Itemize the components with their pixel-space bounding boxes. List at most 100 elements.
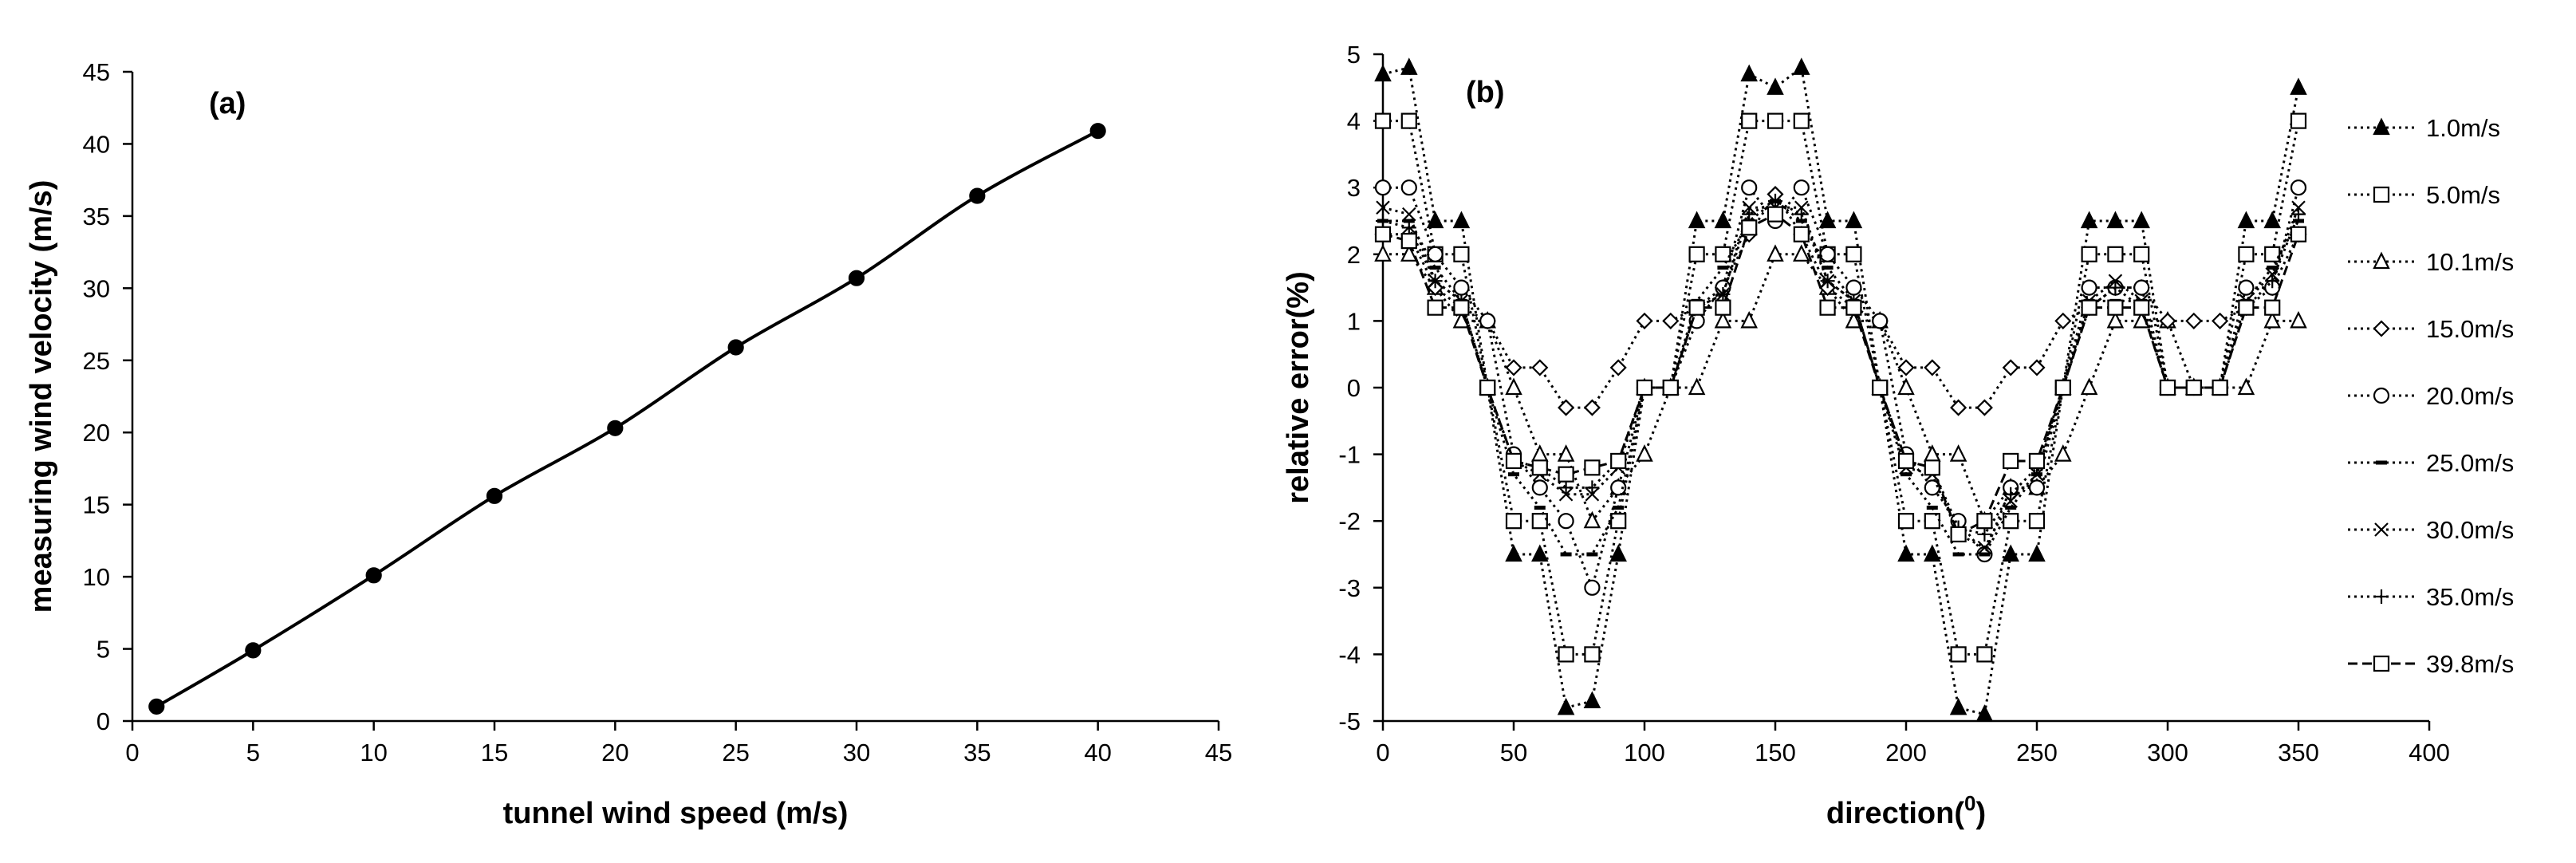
panel-b-data-point bbox=[2107, 299, 2124, 316]
panel-b-label: (b) bbox=[1466, 76, 1505, 109]
panel-b-data-point bbox=[2237, 211, 2255, 229]
panel-b-data-point bbox=[1793, 112, 1810, 129]
panel-b-data-point bbox=[2291, 207, 2306, 222]
panel-b-data-point bbox=[2264, 299, 2281, 316]
panel-b-data-point bbox=[2133, 279, 2150, 296]
panel-b-data-point bbox=[1376, 214, 1390, 228]
panel-b-data-point bbox=[2265, 274, 2280, 289]
panel-b-data-point bbox=[1374, 64, 1392, 82]
panel-b-data-point bbox=[2003, 487, 2019, 502]
panel-b-data-point bbox=[1662, 312, 1680, 329]
panel-b-data-point bbox=[1505, 452, 1522, 470]
panel-b-data-point bbox=[2080, 211, 2098, 229]
panel-b-data-point bbox=[2238, 279, 2255, 296]
panel-b-data-point bbox=[1583, 510, 1601, 529]
panel-b-data-point bbox=[1531, 479, 1548, 496]
panel-a-y-axis-title: measuring wind velocity (m/s) bbox=[25, 180, 58, 613]
panel-b-y-tick-label: 3 bbox=[1347, 174, 1361, 202]
panel-b-data-point bbox=[1767, 112, 1784, 129]
panel-b-data-point bbox=[1531, 513, 1548, 530]
panel-b-data-point bbox=[2290, 112, 2307, 129]
panel-a-data-point bbox=[486, 487, 503, 504]
panel-b-data-point bbox=[2108, 280, 2123, 295]
panel-b-data-point bbox=[1924, 459, 1940, 476]
panel-b-data-point bbox=[1558, 480, 1574, 495]
panel-b-data-point bbox=[2028, 544, 2046, 562]
panel-b-data-point bbox=[1585, 480, 1600, 495]
panel-a-data-point bbox=[148, 698, 165, 715]
panel-b-data-point bbox=[1453, 246, 1470, 262]
panel-b-data-point bbox=[1714, 310, 1732, 329]
panel-b-data-point bbox=[2028, 513, 2046, 530]
panel-b-series-line bbox=[1383, 191, 2300, 409]
legend-marker bbox=[2373, 117, 2390, 136]
panel-b-x-tick-label: 0 bbox=[1376, 739, 1389, 766]
panel-a-data-point bbox=[365, 567, 382, 584]
panel-b-data-point bbox=[2002, 359, 2019, 376]
panel-a-y-tick-label: 35 bbox=[83, 203, 110, 231]
panel-a-x-tick-label: 35 bbox=[963, 739, 991, 766]
panel-a-y-tick-label: 30 bbox=[83, 274, 110, 302]
legend-label: 39.8m/s bbox=[2426, 650, 2514, 678]
legend-marker bbox=[2373, 186, 2390, 203]
panel-b-series-line bbox=[1383, 199, 2300, 556]
panel-b-data-point bbox=[1557, 697, 1575, 715]
panel-b-data-point bbox=[1820, 274, 1835, 289]
panel-b-data-point bbox=[2237, 377, 2255, 396]
panel-b-data-point bbox=[1976, 646, 1993, 663]
panel-b-data-point bbox=[1897, 513, 1915, 530]
panel-b-data-point bbox=[1609, 544, 1627, 562]
panel-a-x-tick-label: 40 bbox=[1084, 739, 1111, 766]
panel-b-data-point bbox=[2054, 444, 2072, 462]
panel-a-x-tick-label: 5 bbox=[246, 739, 260, 766]
panel-b-data-point bbox=[1453, 279, 1470, 296]
panel-b-legend: 1.0m/s 5.0m/s 10.1m/s 15.0m/s 20.0m/s 25.0m/s… bbox=[2348, 114, 2514, 678]
panel-a-x-tick-label: 0 bbox=[125, 739, 139, 766]
panel-a-y-tick-label: 15 bbox=[83, 491, 110, 519]
panel-b-data-point bbox=[1949, 444, 1967, 462]
panel-b-y-tick-label: 0 bbox=[1347, 374, 1361, 402]
panel-b-data-point bbox=[1479, 379, 1496, 396]
panel-b-data-point bbox=[1741, 219, 1758, 236]
panel-b-data-point bbox=[1897, 544, 1915, 562]
panel-b-data-point bbox=[1924, 544, 1941, 562]
panel-b-data-point bbox=[1636, 444, 1653, 462]
panel-b-data-point bbox=[2159, 379, 2176, 396]
panel-b-data-point bbox=[1872, 379, 1889, 396]
panel-b-data-point bbox=[2028, 452, 2046, 470]
panel-a-x-tick-label: 45 bbox=[1205, 739, 1232, 766]
legend-marker bbox=[2373, 251, 2390, 270]
panel-b-data-point bbox=[2290, 77, 2307, 95]
panel-b-x-tick-label: 250 bbox=[2016, 739, 2058, 766]
panel-b-data-point bbox=[1558, 513, 1574, 530]
panel-b-data-point bbox=[1977, 526, 1992, 542]
panel-b-x-tick-label: 100 bbox=[1624, 739, 1665, 766]
panel-a-data-point bbox=[848, 270, 865, 286]
panel-b-data-point bbox=[1505, 377, 1522, 396]
panel-b-data-point bbox=[1479, 313, 1496, 329]
panel-b-y-axis-title: relative error(%) bbox=[1282, 271, 1315, 503]
panel-b-data-point bbox=[2133, 299, 2150, 316]
panel-a-x-axis-title: tunnel wind speed (m/s) bbox=[503, 797, 849, 830]
panel-b-data-point bbox=[1636, 312, 1653, 329]
panel-b-data-point bbox=[2263, 310, 2281, 329]
panel-b-data-point bbox=[1428, 274, 1443, 289]
panel-b-data-point bbox=[2107, 246, 2124, 262]
panel-b-data-point bbox=[1374, 226, 1392, 242]
panel-b-x-axis-title: direction(0) bbox=[1826, 791, 1986, 830]
panel-b-data-point bbox=[2081, 299, 2097, 316]
panel-b-data-point bbox=[1427, 299, 1444, 316]
panel-a-data-point bbox=[727, 339, 744, 356]
legend-label: 30.0m/s bbox=[2426, 516, 2514, 544]
panel-b-data-point bbox=[1583, 399, 1601, 416]
panel-b-data-point bbox=[1531, 544, 1549, 562]
panel-b-data-point bbox=[2185, 312, 2203, 329]
panel-b-data-point bbox=[1505, 544, 1522, 562]
panel-b-data-point bbox=[1715, 246, 1731, 262]
panel-b-data-point bbox=[1976, 513, 1993, 530]
panel-b-data-point bbox=[1845, 279, 1862, 296]
panel-b-data-point bbox=[1897, 452, 1915, 470]
panel-b-data-point bbox=[1688, 246, 1705, 262]
panel-b-x-tick-label: 400 bbox=[2409, 739, 2450, 766]
panel-b-data-point bbox=[1742, 207, 1757, 222]
